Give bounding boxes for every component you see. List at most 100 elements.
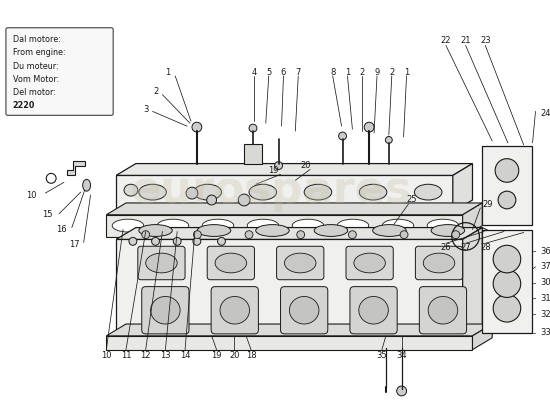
Text: 16: 16 (56, 225, 67, 234)
Circle shape (245, 231, 253, 238)
Ellipse shape (146, 253, 177, 273)
Ellipse shape (424, 253, 455, 273)
FancyBboxPatch shape (419, 287, 466, 334)
Text: 32: 32 (541, 310, 550, 319)
Text: Dal motore:: Dal motore: (13, 35, 60, 44)
Ellipse shape (292, 219, 324, 232)
Ellipse shape (249, 184, 277, 200)
Polygon shape (106, 324, 492, 336)
Text: 36: 36 (541, 247, 550, 256)
Ellipse shape (414, 184, 442, 200)
Circle shape (218, 238, 226, 245)
FancyBboxPatch shape (244, 144, 262, 164)
Polygon shape (482, 146, 531, 225)
Ellipse shape (197, 225, 231, 236)
Text: 15: 15 (42, 210, 52, 219)
Circle shape (400, 231, 408, 238)
Ellipse shape (304, 184, 332, 200)
Circle shape (249, 124, 257, 132)
Text: Vom Motor:: Vom Motor: (13, 75, 59, 84)
Circle shape (493, 294, 521, 322)
Text: 34: 34 (397, 351, 407, 360)
Polygon shape (106, 203, 482, 215)
Ellipse shape (247, 219, 279, 232)
Circle shape (493, 270, 521, 298)
FancyBboxPatch shape (6, 28, 113, 115)
Polygon shape (106, 336, 472, 350)
Polygon shape (463, 228, 492, 238)
FancyBboxPatch shape (142, 287, 189, 334)
Ellipse shape (82, 179, 91, 191)
Text: 1: 1 (404, 68, 409, 76)
Text: 29: 29 (482, 200, 492, 210)
Text: 22: 22 (441, 36, 451, 45)
Text: Del motor:: Del motor: (13, 88, 56, 97)
Text: 2: 2 (389, 68, 394, 76)
Circle shape (349, 231, 356, 238)
Polygon shape (472, 324, 492, 350)
Text: 18: 18 (246, 351, 256, 360)
Text: 14: 14 (180, 351, 190, 360)
Ellipse shape (220, 296, 250, 324)
Circle shape (297, 231, 305, 238)
Ellipse shape (359, 296, 388, 324)
Text: 3: 3 (143, 105, 148, 114)
Text: 27: 27 (460, 243, 471, 252)
Circle shape (186, 187, 198, 199)
Circle shape (152, 238, 160, 245)
Text: 13: 13 (160, 351, 170, 360)
Text: 37: 37 (541, 262, 550, 272)
Text: 10: 10 (101, 351, 112, 360)
Circle shape (192, 122, 202, 132)
Polygon shape (116, 175, 453, 212)
Text: 23: 23 (480, 36, 491, 45)
Ellipse shape (289, 296, 319, 324)
Polygon shape (116, 164, 472, 175)
FancyBboxPatch shape (346, 246, 393, 280)
Text: 25: 25 (406, 196, 417, 204)
Ellipse shape (284, 253, 316, 273)
Text: 33: 33 (541, 328, 550, 337)
Circle shape (339, 132, 346, 140)
Circle shape (495, 159, 519, 182)
Ellipse shape (359, 184, 387, 200)
Ellipse shape (373, 225, 406, 236)
Ellipse shape (151, 296, 180, 324)
Polygon shape (106, 215, 463, 238)
Circle shape (207, 195, 217, 205)
Text: 4: 4 (251, 68, 257, 76)
Circle shape (397, 386, 406, 396)
Ellipse shape (428, 296, 458, 324)
Circle shape (129, 238, 137, 245)
FancyBboxPatch shape (138, 246, 185, 280)
Text: 20: 20 (300, 161, 310, 170)
Ellipse shape (382, 219, 414, 232)
Ellipse shape (337, 219, 368, 232)
Polygon shape (116, 239, 463, 338)
Ellipse shape (427, 219, 459, 232)
Circle shape (498, 191, 516, 209)
FancyBboxPatch shape (211, 287, 258, 334)
FancyBboxPatch shape (415, 246, 463, 280)
Text: 2: 2 (360, 68, 365, 76)
Text: 1: 1 (164, 68, 170, 76)
Circle shape (452, 231, 460, 238)
Circle shape (238, 194, 250, 206)
Text: 10: 10 (26, 190, 37, 200)
Text: 2220: 2220 (13, 102, 35, 110)
Ellipse shape (157, 219, 189, 232)
Text: 12: 12 (140, 351, 151, 360)
Ellipse shape (139, 184, 166, 200)
Circle shape (194, 231, 201, 238)
Ellipse shape (139, 225, 172, 236)
Text: Du moteur:: Du moteur: (13, 62, 58, 71)
Text: 2: 2 (153, 87, 158, 96)
Polygon shape (67, 161, 85, 175)
Circle shape (142, 231, 150, 238)
Polygon shape (463, 203, 482, 238)
Text: 17: 17 (69, 240, 80, 249)
Text: 19: 19 (211, 351, 222, 360)
Circle shape (193, 238, 201, 245)
Text: 9: 9 (375, 68, 379, 76)
FancyBboxPatch shape (277, 246, 324, 280)
